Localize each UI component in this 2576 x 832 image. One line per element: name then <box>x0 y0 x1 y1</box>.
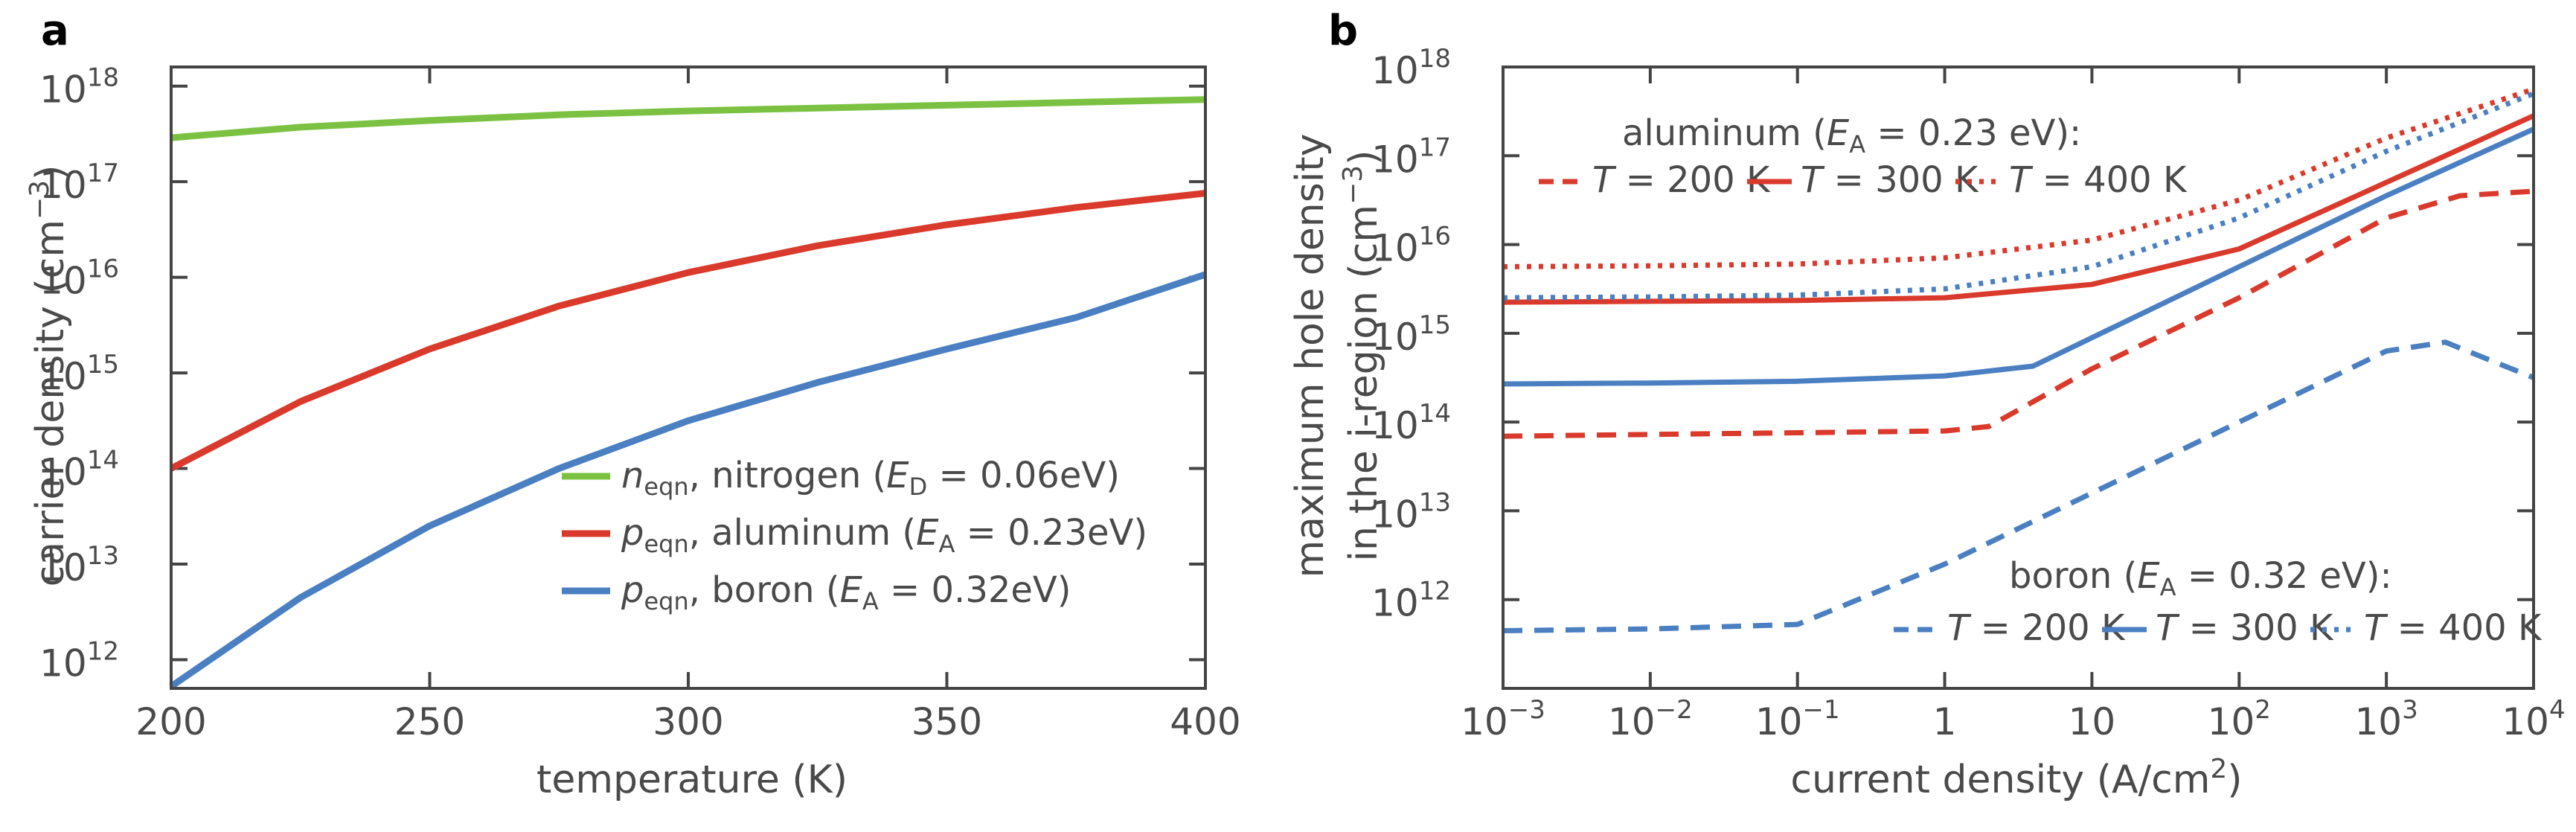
panel-a-series <box>169 96 1207 690</box>
series-line-red-dotted <box>1502 86 2535 269</box>
panel-a-xtick-label: 350 <box>911 700 982 743</box>
series-line-red <box>169 190 1206 472</box>
panel-a-ytick-label: 1012 <box>39 636 119 685</box>
panel-a-ytick-label: 1017 <box>39 159 119 207</box>
panel-b-axes-frame <box>1502 65 2535 690</box>
legend-entry: T = 400 K <box>2009 159 2188 201</box>
series-line-red-dashed <box>1502 188 2534 439</box>
panel-b-xtick-label: 102 <box>2208 695 2271 743</box>
panel-a-axes-frame <box>170 65 1207 690</box>
panel-a-ytick-label: 1018 <box>39 63 119 112</box>
panel-a-ytick-label: 1013 <box>39 541 119 589</box>
panel-b-xtick-label: 1 <box>1933 700 1957 743</box>
panel-a-xtick-label: 300 <box>653 700 723 743</box>
panel-b-ytick-label: 1017 <box>1371 132 1451 181</box>
legend-entry: T = 300 K <box>1801 159 1979 201</box>
legend-entry: peqn, boron (EA = 0.32eV) <box>621 569 1071 615</box>
series-line-blue <box>169 271 1207 690</box>
panel-a-ylabel: carrier density (cm−3) <box>25 165 73 587</box>
panel-a-ticks: 200 250 300 350 400 1012 1013 1014 1015 1016 1017 1… <box>39 63 1241 743</box>
panel-a-xlabel: temperature (K) <box>536 758 848 802</box>
panel-b-xtick-label: 104 <box>2502 695 2565 743</box>
legend-entry: T = 400 K <box>2364 607 2543 649</box>
panel-b-ticks: 10−3 10−2 10−1 1 10 102 103 104 1012 1013 1014 1015… <box>1371 44 2566 743</box>
legend-entry: T = 200 K <box>1947 607 2126 649</box>
panel-b-series <box>1502 86 2535 633</box>
panel-b: b maximum hole density in the i-region (… <box>1288 7 2566 802</box>
panel-a-xtick-label: 200 <box>135 700 206 743</box>
legend-entry: peqn, aluminum (EA = 0.23eV) <box>621 512 1147 558</box>
panel-b-ytick-label: 1012 <box>1371 577 1451 625</box>
panel-b-xlabel: current density (A/cm2) <box>1790 754 2242 802</box>
aluminum-legend-title: aluminum (EA = 0.23 eV): <box>1622 112 2081 159</box>
panel-a-legend: neqn, nitrogen (ED = 0.06eV) peqn, alumin… <box>562 455 1147 615</box>
panel-b-ytick-label: 1013 <box>1371 487 1451 536</box>
panel-a-ytick-label: 1014 <box>39 446 119 494</box>
panel-b-ytick-label: 1014 <box>1371 399 1451 447</box>
panel-a-xtick-label: 250 <box>394 700 465 743</box>
legend-entry: neqn, nitrogen (ED = 0.06eV) <box>621 455 1120 501</box>
panel-b-xtick-label: 10−2 <box>1608 695 1693 743</box>
panel-b-ylabel-line2: in the i-region (cm−3) <box>1338 150 1386 562</box>
series-line-green <box>170 96 1206 141</box>
panel-label-b: b <box>1328 7 1358 55</box>
panel-label-a: a <box>41 7 69 55</box>
series-line-blue-solid <box>1502 127 2535 387</box>
legend-entry: T = 200 K <box>1592 159 1771 201</box>
series-line-blue-dashed <box>1502 339 2535 633</box>
panel-b-xtick-label: 10−1 <box>1755 695 1840 743</box>
series-line-red-solid <box>1502 113 2535 305</box>
panel-b-xtick-label: 10 <box>2069 700 2116 743</box>
panel-b-xtick-label: 10−3 <box>1461 695 1545 743</box>
series-line-blue-dotted <box>1502 91 2535 301</box>
boron-legend-title: boron (EA = 0.32 eV): <box>2009 555 2392 601</box>
panel-a-ytick-label: 1015 <box>39 350 119 398</box>
panel-b-ytick-label: 1016 <box>1371 222 1451 270</box>
panel-b-ylabel-line1: maximum hole density <box>1288 134 1333 578</box>
panel-a-ytick-label: 1016 <box>39 255 119 303</box>
panel-b-ytick-label: 1015 <box>1371 310 1451 359</box>
panel-a: a carrier density (cm−3) temperature (K)… <box>25 7 1241 802</box>
panel-b-xtick-label: 103 <box>2355 695 2418 743</box>
panel-a-xtick-label: 400 <box>1170 700 1240 743</box>
legend-entry: T = 300 K <box>2156 607 2334 649</box>
panel-b-ytick-label: 1018 <box>1371 44 1451 92</box>
